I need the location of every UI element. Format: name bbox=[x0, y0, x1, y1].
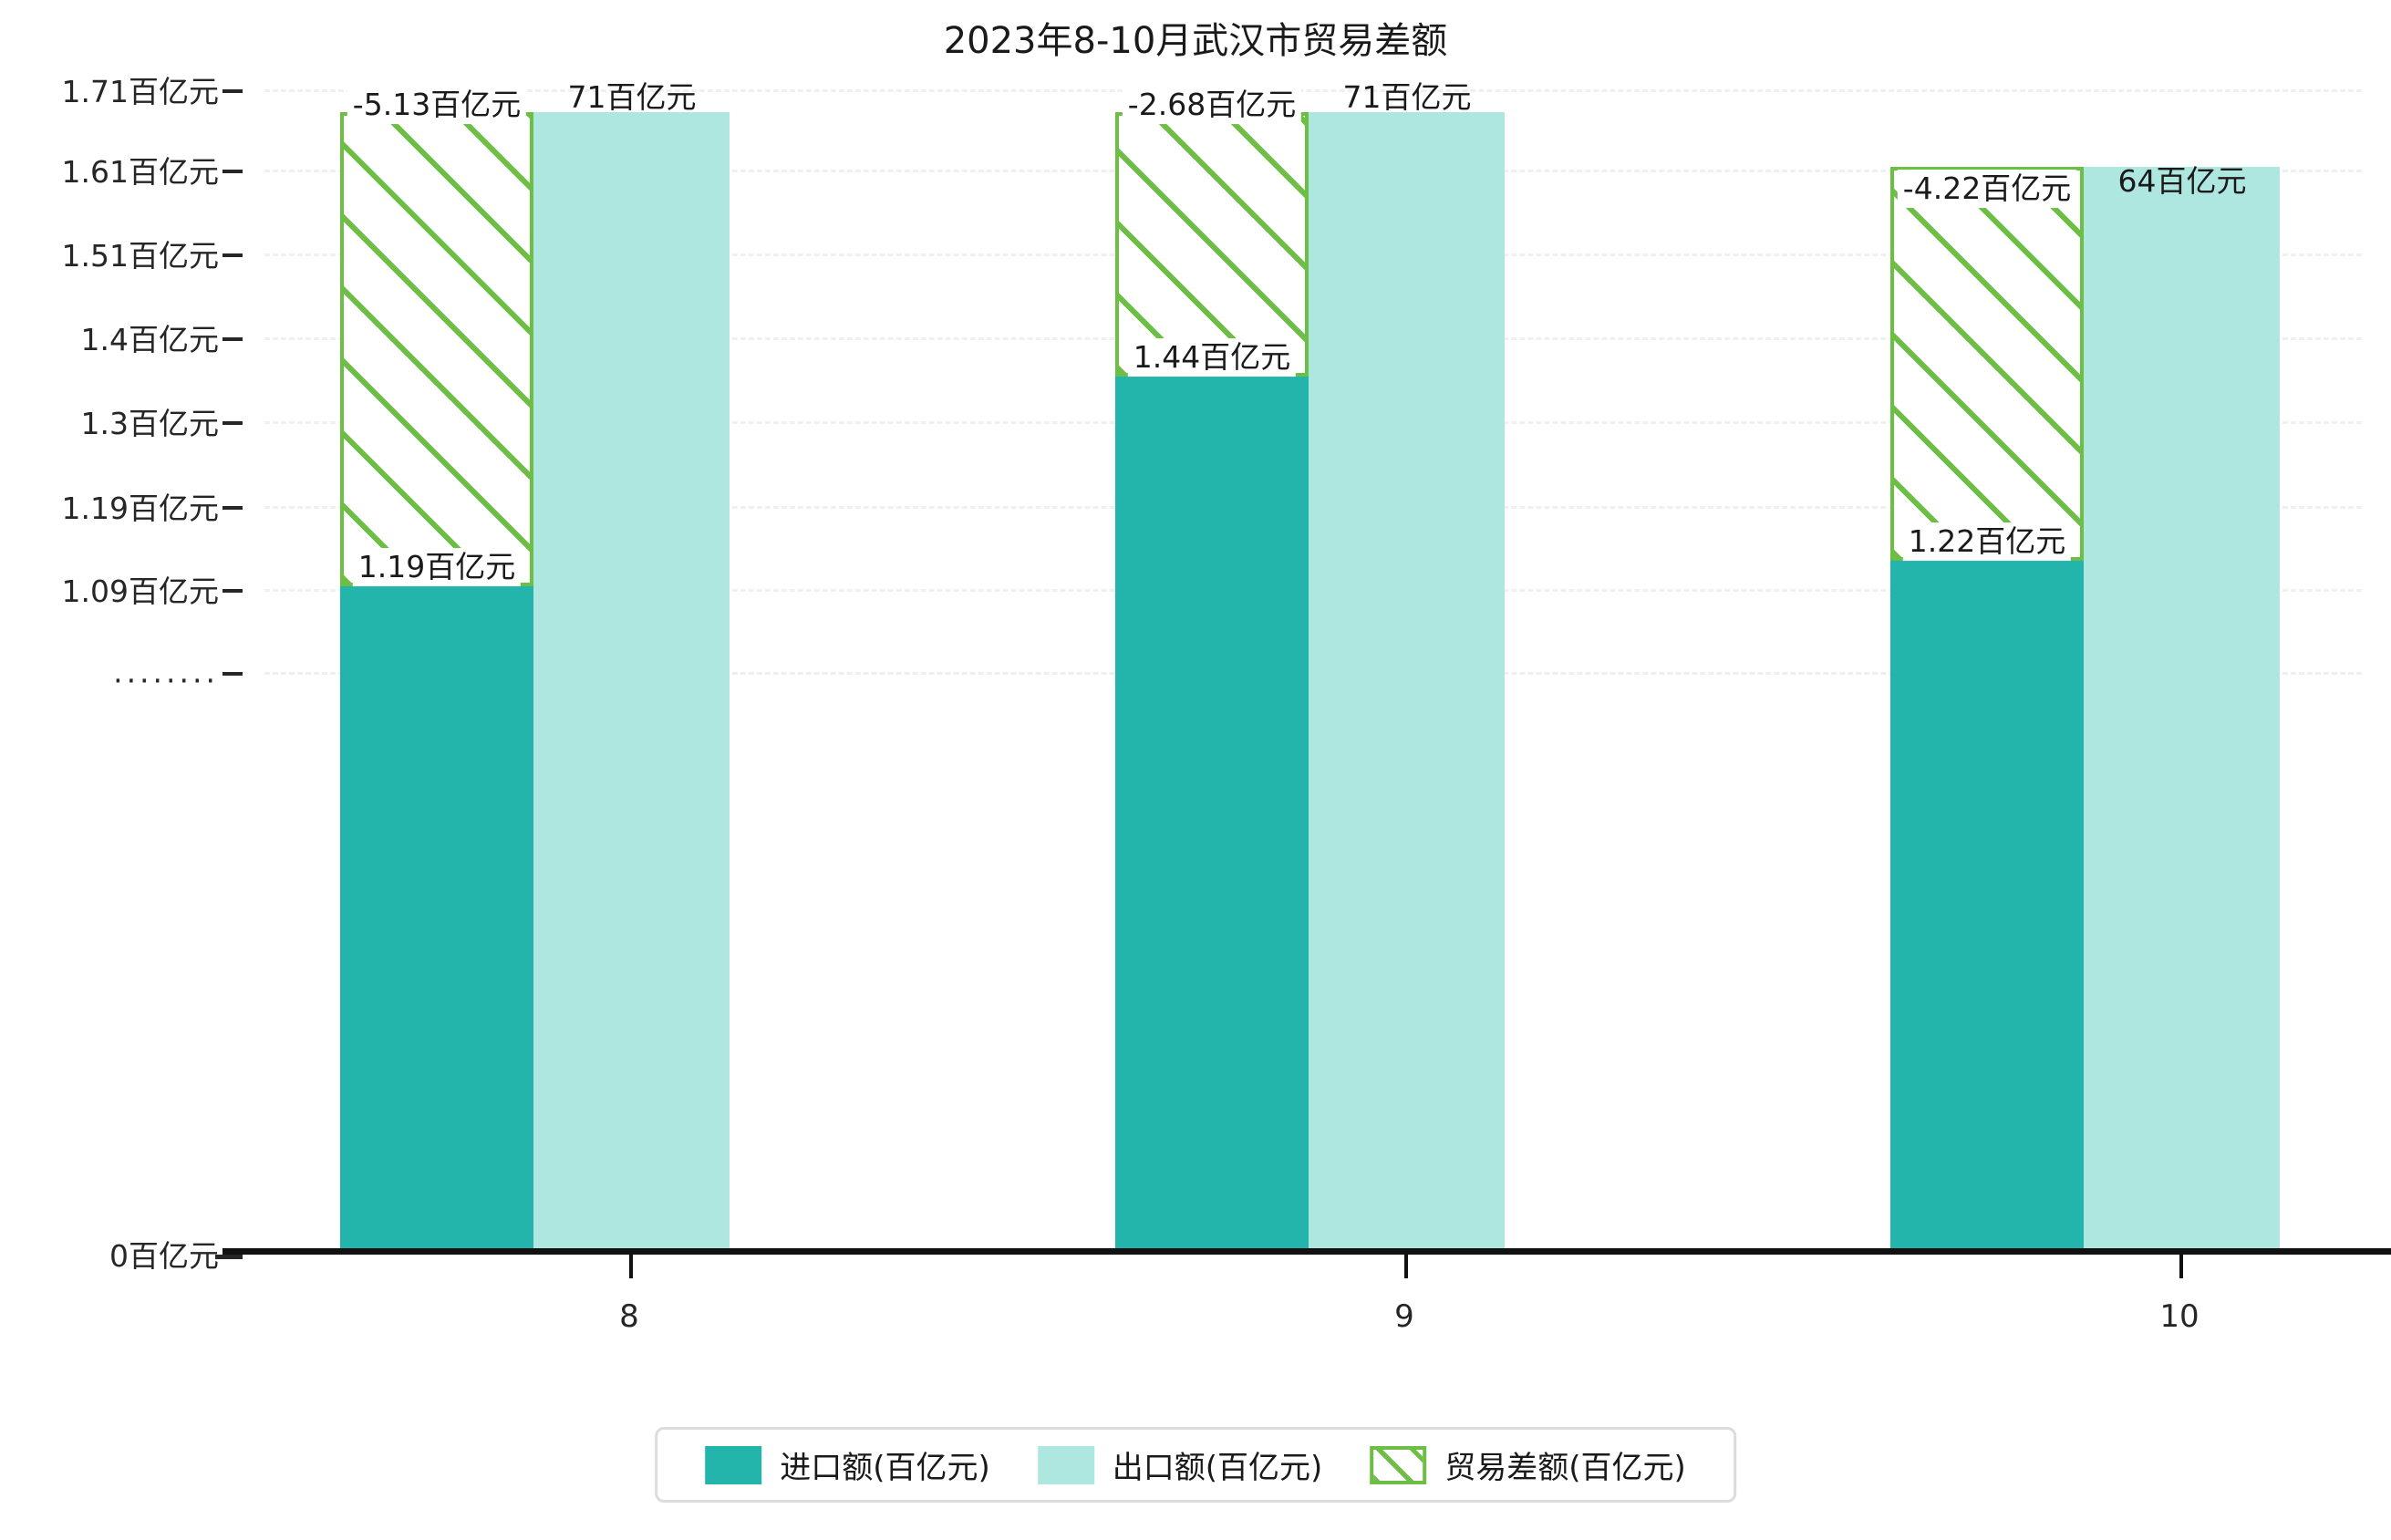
x-tick-mark bbox=[1404, 1255, 1408, 1278]
chart-title: 2023年8-10月武汉市贸易差额 bbox=[943, 20, 1448, 62]
y-tick-label: 0百亿元 bbox=[109, 1238, 219, 1274]
bar-import-10[interactable] bbox=[1890, 561, 2084, 1255]
value-label-export-9: 71百亿元 bbox=[1342, 79, 1472, 116]
value-label-trade-balance-8: -5.13百亿元 bbox=[347, 86, 527, 124]
legend-label-export: 出口额(百亿元) bbox=[1112, 1450, 1323, 1486]
y-tick-mark bbox=[223, 89, 243, 93]
x-tick-label: 10 bbox=[2159, 1298, 2200, 1335]
bar-export-10[interactable] bbox=[2084, 167, 2280, 1255]
y-tick-mark bbox=[223, 589, 243, 593]
y-tick-label: 1.51百亿元 bbox=[61, 238, 219, 274]
legend-swatch-export-icon bbox=[1037, 1445, 1094, 1484]
bar-trade-balance-8[interactable] bbox=[340, 112, 533, 586]
value-label-trade-balance-10: -4.22百亿元 bbox=[1897, 170, 2077, 208]
y-tick-mark bbox=[223, 421, 243, 425]
y-tick-label: 1.3百亿元 bbox=[80, 406, 219, 441]
value-label-export-10: 64百亿元 bbox=[2117, 163, 2247, 200]
y-tick-mark-zero bbox=[215, 1255, 243, 1259]
y-tick-mark-break bbox=[223, 672, 243, 676]
x-tick-label: 9 bbox=[1394, 1298, 1414, 1335]
bar-import-8[interactable] bbox=[340, 586, 533, 1255]
y-tick-label: 1.09百亿元 bbox=[61, 574, 219, 609]
chart-legend: 进口额(百亿元) 出口额(百亿元) 贸易差额(百亿元) bbox=[655, 1427, 1736, 1503]
legend-swatch-trade-balance-icon bbox=[1370, 1445, 1427, 1484]
value-label-import-8: 1.19百亿元 bbox=[352, 548, 522, 586]
x-tick-mark bbox=[629, 1255, 633, 1278]
legend-item-trade-balance[interactable]: 贸易差额(百亿元) bbox=[1370, 1442, 1686, 1487]
x-tick-mark bbox=[2179, 1255, 2183, 1278]
bar-trade-balance-10[interactable] bbox=[1890, 167, 2084, 561]
value-label-export-8: 71百亿元 bbox=[567, 79, 697, 116]
value-label-trade-balance-9: -2.68百亿元 bbox=[1122, 86, 1302, 124]
gridline bbox=[264, 89, 2362, 92]
legend-swatch-import-icon bbox=[705, 1445, 762, 1484]
y-tick-mark bbox=[223, 337, 243, 341]
plot-area: -5.13百亿元 71百亿元 1.19百亿元 -2.68百亿元 71百亿元 1.… bbox=[215, 79, 2391, 1335]
y-axis-break-label: ........ bbox=[113, 654, 219, 690]
legend-item-import[interactable]: 进口额(百亿元) bbox=[705, 1442, 990, 1487]
bar-export-8[interactable] bbox=[533, 112, 730, 1255]
legend-item-export[interactable]: 出口额(百亿元) bbox=[1037, 1442, 1323, 1487]
y-tick-label: 1.61百亿元 bbox=[61, 154, 219, 190]
legend-label-import: 进口额(百亿元) bbox=[780, 1450, 990, 1486]
value-label-import-10: 1.22百亿元 bbox=[1902, 522, 2072, 561]
y-tick-label: 1.4百亿元 bbox=[80, 322, 219, 357]
bar-trade-balance-9[interactable] bbox=[1115, 112, 1309, 377]
bar-export-9[interactable] bbox=[1309, 112, 1505, 1255]
y-tick-label: 1.19百亿元 bbox=[61, 491, 219, 526]
y-tick-label: 1.71百亿元 bbox=[61, 74, 219, 109]
value-label-import-9: 1.44百亿元 bbox=[1127, 338, 1297, 377]
y-tick-mark bbox=[223, 253, 243, 257]
legend-label-trade-balance: 贸易差额(百亿元) bbox=[1444, 1450, 1686, 1486]
y-tick-mark bbox=[223, 170, 243, 173]
x-tick-label: 8 bbox=[619, 1298, 639, 1335]
y-tick-mark bbox=[223, 506, 243, 510]
bar-import-9[interactable] bbox=[1115, 377, 1309, 1255]
x-axis-line bbox=[223, 1248, 2391, 1255]
